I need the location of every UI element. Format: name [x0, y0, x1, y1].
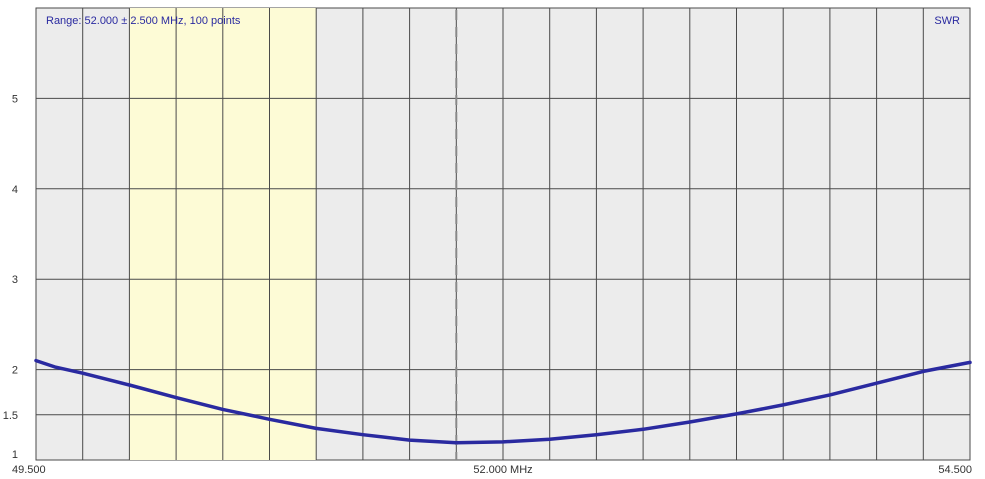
- x-tick-label: 52.000 MHz: [473, 464, 532, 476]
- x-tick-label: 54.500: [938, 464, 972, 476]
- range-label: Range: 52.000 ± 2.500 MHz, 100 points: [46, 15, 241, 27]
- series-label-swr: SWR: [934, 15, 960, 27]
- y-tick-label: 1: [12, 449, 18, 461]
- y-tick-label: 4: [12, 184, 18, 196]
- swr-curve-line: [34, 358, 972, 445]
- grid-layer: [36, 8, 970, 460]
- y-tick-label: 1.5: [3, 410, 18, 422]
- swr-curve-layer: [34, 358, 972, 445]
- y-tick-labels: 1 1.5 2 3 4 5: [3, 93, 18, 461]
- y-tick-label: 3: [12, 274, 18, 286]
- x-tick-labels: 49.500 52.000 MHz 54.500: [12, 464, 972, 476]
- x-tick-label: 49.500: [12, 464, 46, 476]
- y-tick-label: 5: [12, 93, 18, 105]
- y-tick-label: 2: [12, 365, 18, 377]
